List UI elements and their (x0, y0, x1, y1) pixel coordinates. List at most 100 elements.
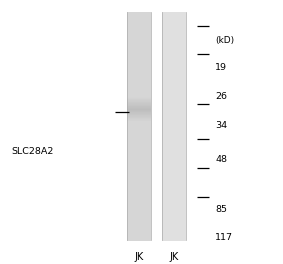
Bar (127, 23, 151, 24)
Bar (162, 156, 186, 157)
Bar (162, 201, 186, 202)
Bar (162, 25, 186, 26)
Bar (162, 207, 186, 208)
Bar (127, 211, 151, 212)
Bar (162, 32, 186, 33)
Bar (162, 98, 186, 99)
Bar (162, 33, 186, 34)
Bar (127, 171, 151, 172)
Bar (162, 163, 186, 164)
Bar (127, 22, 151, 23)
Bar (127, 137, 151, 138)
Bar (127, 173, 151, 174)
Bar (162, 228, 186, 229)
Bar (127, 49, 151, 50)
Bar (127, 216, 151, 217)
Bar (162, 119, 186, 120)
Bar (162, 48, 186, 49)
Bar (127, 32, 151, 34)
Bar (127, 15, 151, 16)
Bar (162, 26, 186, 27)
Bar (162, 172, 186, 173)
Bar (162, 20, 186, 21)
Bar (127, 228, 151, 229)
Bar (162, 39, 186, 40)
Bar (162, 155, 186, 156)
Bar (162, 150, 186, 152)
Bar (127, 167, 151, 168)
Bar (162, 178, 186, 180)
Bar (127, 224, 151, 225)
Bar (162, 78, 186, 79)
Bar (127, 29, 151, 30)
Bar (127, 222, 151, 223)
Bar (127, 153, 151, 154)
Bar (127, 193, 151, 194)
Bar (162, 36, 186, 37)
Bar (162, 187, 186, 188)
Bar (127, 50, 151, 51)
Bar (127, 144, 151, 145)
Bar (162, 193, 186, 194)
Bar (127, 138, 151, 139)
Bar (127, 71, 151, 72)
Bar (162, 81, 186, 82)
Text: (kD): (kD) (215, 36, 234, 45)
Bar (127, 32, 151, 33)
Bar (127, 102, 151, 103)
Bar (127, 125, 151, 126)
Bar (127, 147, 151, 148)
Bar (162, 213, 186, 214)
Bar (127, 121, 151, 122)
Bar (127, 231, 151, 232)
Bar (162, 18, 186, 19)
Bar (127, 232, 151, 233)
Bar (162, 13, 186, 14)
Bar (162, 201, 186, 202)
Bar (127, 76, 151, 77)
Bar (162, 34, 186, 35)
Bar (162, 196, 186, 197)
Bar (162, 105, 186, 106)
Bar (162, 39, 186, 40)
Bar (162, 224, 186, 225)
Bar (162, 48, 186, 49)
Text: 19: 19 (215, 63, 227, 72)
Bar (127, 227, 151, 228)
Bar (127, 91, 151, 92)
Bar (127, 45, 151, 46)
Bar (162, 194, 186, 195)
Bar (162, 64, 186, 65)
Bar (127, 166, 151, 167)
Bar (127, 202, 151, 203)
Text: 117: 117 (215, 233, 233, 242)
Bar (127, 160, 151, 161)
Bar (127, 109, 151, 110)
Bar (162, 140, 186, 142)
Bar (162, 206, 186, 207)
Bar (127, 125, 151, 126)
Bar (127, 239, 151, 240)
Bar (127, 219, 151, 220)
Bar (127, 100, 151, 101)
Bar (127, 77, 151, 78)
Bar (162, 182, 186, 183)
Bar (162, 152, 186, 153)
Bar (127, 44, 151, 45)
Bar (127, 41, 151, 42)
Bar (162, 12, 186, 13)
Bar (162, 153, 186, 154)
Bar (127, 203, 151, 204)
Bar (162, 214, 186, 215)
Bar (127, 197, 151, 198)
Bar (162, 200, 186, 201)
Bar (162, 68, 186, 69)
Bar (162, 41, 186, 43)
Bar (162, 100, 186, 101)
Bar (127, 153, 151, 154)
Bar (162, 195, 186, 196)
Bar (162, 186, 186, 187)
Bar (127, 184, 151, 185)
Bar (162, 35, 186, 36)
Bar (127, 74, 151, 75)
